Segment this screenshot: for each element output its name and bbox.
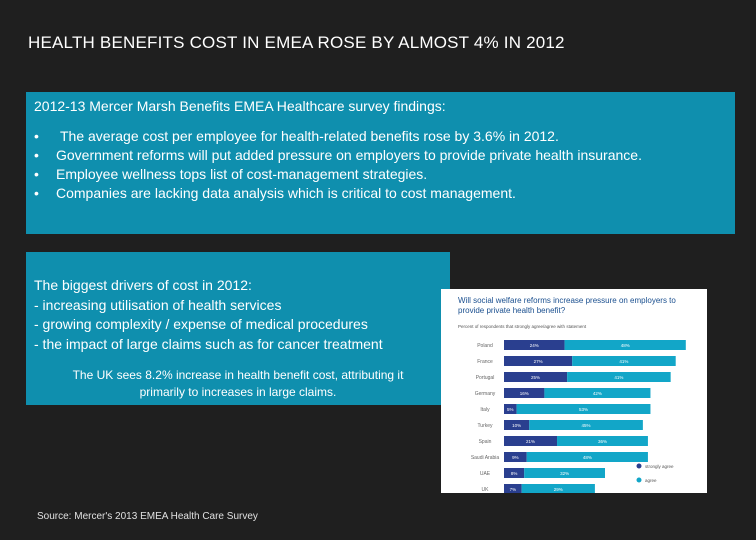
uk-note: The UK sees 8.2% increase in health bene… <box>34 367 442 401</box>
findings-item: • Employee wellness tops list of cost-man… <box>34 165 727 184</box>
data-label: 42% <box>593 391 602 396</box>
category-label: Poland <box>477 343 493 349</box>
data-label: 41% <box>619 359 628 364</box>
data-label: 48% <box>621 343 630 348</box>
chart-title: provide private health benefit? <box>458 306 566 315</box>
bullet-icon: • <box>34 185 39 201</box>
category-label: Italy <box>480 407 490 413</box>
bar-agree <box>524 468 605 478</box>
legend-label: strongly agree <box>645 464 674 469</box>
drivers-item: - the impact of large claims such as for… <box>34 335 383 352</box>
category-label: Saudi Arabia <box>471 455 500 461</box>
source-note: Source: Mercer's 2013 EMEA Health Care S… <box>37 511 258 522</box>
data-label: 48% <box>583 455 592 460</box>
data-label: 24% <box>530 343 539 348</box>
data-label: 10% <box>512 423 521 428</box>
survey-chart: Will social welfare reforms increase pre… <box>441 289 707 493</box>
bar-strongly-agree <box>504 436 558 446</box>
category-label: UAE <box>480 471 491 477</box>
findings-item-text: Companies are lacking data analysis whic… <box>56 185 516 201</box>
drivers-heading: The biggest drivers of cost in 2012: <box>34 277 252 293</box>
bullet-icon: • <box>34 166 39 182</box>
bar-agree <box>516 404 651 414</box>
findings-item: • Companies are lacking data analysis whi… <box>34 184 727 203</box>
category-label: Spain <box>479 439 492 445</box>
data-label: 41% <box>614 375 623 380</box>
data-label: 7% <box>510 487 517 492</box>
chart-canvas: Will social welfare reforms increase pre… <box>458 296 686 493</box>
bar-strongly-agree <box>504 388 545 398</box>
chart-subtitle: Percent of respondents that strongly agr… <box>458 324 587 329</box>
findings-item-text: The average cost per employee for health… <box>60 128 559 144</box>
findings-item: • Government reforms will put added press… <box>34 146 727 165</box>
findings-item-text: Government reforms will put added pressu… <box>56 147 642 163</box>
data-label: 16% <box>520 391 529 396</box>
bar-strongly-agree <box>504 372 568 382</box>
legend-swatch-strongly-agree <box>636 463 642 469</box>
data-label: 9% <box>512 455 519 460</box>
data-label: 5% <box>507 407 514 412</box>
data-label: 8% <box>511 471 518 476</box>
bar-strongly-agree <box>504 356 573 366</box>
category-label: Germany <box>475 391 496 397</box>
category-label: UK <box>482 487 490 493</box>
findings-heading: 2012-13 Mercer Marsh Benefits EMEA Healt… <box>34 98 446 114</box>
bar-agree <box>572 356 676 366</box>
bar-agree <box>529 420 643 430</box>
bar-strongly-agree <box>504 452 527 462</box>
findings-panel: 2012-13 Mercer Marsh Benefits EMEA Healt… <box>26 92 735 234</box>
category-label: Turkey <box>477 423 493 429</box>
drivers-item: - increasing utilisation of health servi… <box>34 296 282 313</box>
data-label: 27% <box>534 359 543 364</box>
bullet-icon: • <box>34 147 39 163</box>
findings-list: • The average cost per employee for healt… <box>34 127 727 203</box>
bar-agree <box>521 484 595 493</box>
bar-agree <box>526 452 648 462</box>
bullet-icon: • <box>34 128 39 144</box>
data-label: 21% <box>526 439 535 444</box>
data-label: 53% <box>579 407 588 412</box>
chart-title: Will social welfare reforms increase pre… <box>458 296 676 305</box>
cost-drivers-panel: The biggest drivers of cost in 2012: - i… <box>26 252 450 405</box>
bar-agree <box>557 436 648 446</box>
category-label: Portugal <box>476 375 495 381</box>
findings-item-text: Employee wellness tops list of cost-mana… <box>56 166 428 182</box>
bar-agree <box>544 388 651 398</box>
bar-agree <box>567 372 671 382</box>
drivers-item: - growing complexity / expense of medica… <box>34 316 368 332</box>
category-label: France <box>477 359 493 365</box>
slide-title: HEALTH BENEFITS COST IN EMEA ROSE BY ALM… <box>28 33 565 52</box>
bar-strongly-agree <box>504 484 522 493</box>
bar-strongly-agree <box>504 420 530 430</box>
data-label: 36% <box>598 439 607 444</box>
data-label: 45% <box>582 423 591 428</box>
uk-note-line: The UK sees 8.2% increase in health bene… <box>72 368 404 382</box>
uk-note-line: primarily to increases in large claims. <box>139 385 337 399</box>
data-label: 32% <box>560 471 569 476</box>
data-label: 25% <box>531 375 540 380</box>
legend-swatch-agree <box>636 477 642 483</box>
legend-label: agree <box>645 478 657 483</box>
bar-agree <box>564 340 686 350</box>
bar-strongly-agree <box>504 468 525 478</box>
bar-strongly-agree <box>504 404 517 414</box>
data-label: 29% <box>554 487 563 492</box>
bar-strongly-agree <box>504 340 565 350</box>
findings-item: • The average cost per employee for healt… <box>34 127 727 146</box>
